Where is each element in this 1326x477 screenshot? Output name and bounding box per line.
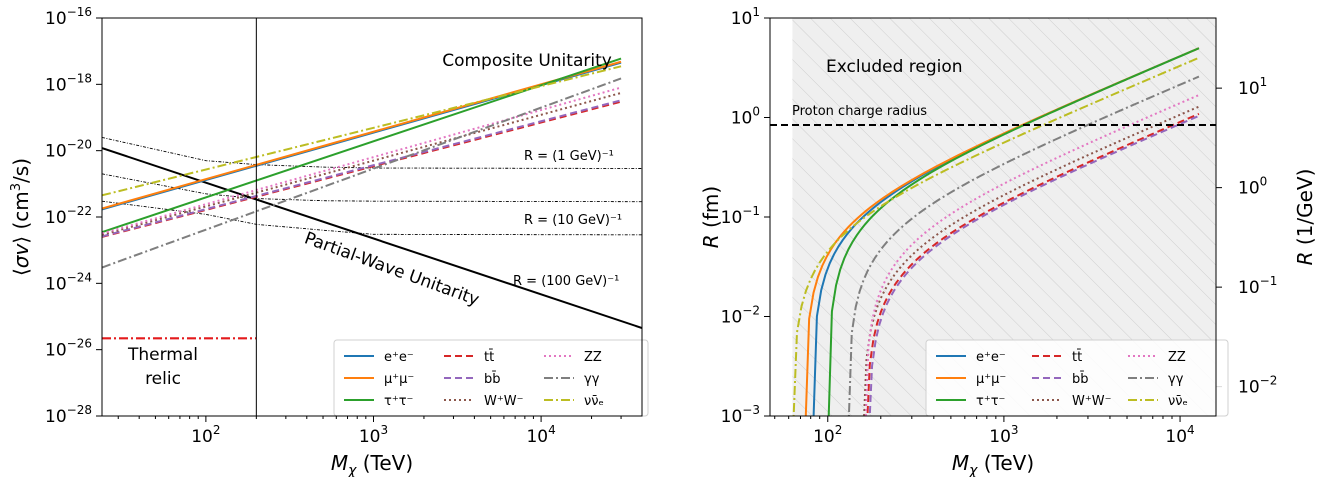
excluded-region-label: Excluded region xyxy=(826,57,963,77)
legend-label: ZZ xyxy=(584,350,602,365)
y2-axis-label: R (1/GeV) xyxy=(1293,169,1317,266)
legend-label: tt̄ xyxy=(484,350,494,365)
proton-radius-label: Proton charge radius xyxy=(792,104,927,119)
y-axis-label: ⟨σv⟩ (cm3/s) xyxy=(9,158,33,276)
radius-curve xyxy=(102,137,642,169)
composite-unitarity-label: Composite Unitarity xyxy=(442,51,612,71)
y-tick-label: 10−26 xyxy=(45,337,92,361)
y2-tick-label: 10−2 xyxy=(1238,374,1277,398)
y2-tick-label: 10−1 xyxy=(1238,274,1277,298)
x-tick-label: 103 xyxy=(359,423,388,447)
y2-tick-label: 101 xyxy=(1238,75,1267,99)
y-tick-label: 10−1 xyxy=(721,204,760,228)
y-tick-label: 10−22 xyxy=(45,204,92,228)
left-chart: 102 103 104 10−16 10−18 10−20 10−22 10−24 10−26 1… xyxy=(9,5,649,477)
plot-area xyxy=(102,18,642,416)
legend-label: τ⁺τ⁻ xyxy=(384,394,413,409)
series-line xyxy=(102,60,622,210)
series-line xyxy=(868,114,1200,416)
legend-label: μ⁺μ⁻ xyxy=(976,372,1006,387)
x-tick-label: 104 xyxy=(1165,423,1194,447)
series-line xyxy=(102,77,622,269)
legend-label: e⁺e⁻ xyxy=(976,350,1006,365)
legend-label: νν̄ₑ xyxy=(1168,394,1188,409)
y-tick-label: 10−20 xyxy=(45,138,92,162)
legend-label: W⁺W⁻ xyxy=(484,394,523,409)
x-tick-label: 102 xyxy=(813,423,842,447)
x-tick-label: 104 xyxy=(526,423,555,447)
right-chart: 102 103 104 101 100 10−1 10−2 10−3 101 100 10−1 10−… xyxy=(699,5,1317,477)
x-tick-label: 103 xyxy=(989,423,1018,447)
legend-label: e⁺e⁻ xyxy=(384,350,414,365)
radius-curve-label: R = (10 GeV)⁻¹ xyxy=(524,213,622,228)
series-line xyxy=(827,47,1200,416)
thermal-relic-label: relic xyxy=(145,369,181,389)
legend-label: bb̄ xyxy=(1072,372,1089,387)
y-tick-label: 10−18 xyxy=(45,71,92,95)
legend-label: μ⁺μ⁻ xyxy=(384,372,414,387)
legend-label: ZZ xyxy=(1168,350,1186,365)
y-tick-label: 10−28 xyxy=(45,403,92,427)
series-line xyxy=(792,56,1200,416)
x-axis-label: Mχ (TeV) xyxy=(331,451,413,477)
radius-curve-label: R = (1 GeV)⁻¹ xyxy=(524,149,614,164)
radius-curve xyxy=(102,173,642,203)
plot-frame xyxy=(101,17,643,417)
series-line xyxy=(863,105,1200,416)
radius-curve-label: R = (100 GeV)⁻¹ xyxy=(513,274,619,289)
legend-label: νν̄ₑ xyxy=(584,394,604,409)
y-tick-label: 10−24 xyxy=(45,270,92,294)
y-tick-label: 10−16 xyxy=(45,5,92,29)
y-tick-label: 100 xyxy=(731,105,760,129)
series-line xyxy=(847,75,1200,416)
thermal-relic-label: Thermal xyxy=(127,345,198,365)
partial-wave-label: Partial-Wave Unitarity xyxy=(302,228,482,310)
y-tick-label: 10−2 xyxy=(721,304,760,328)
legend-label: bb̄ xyxy=(484,372,501,387)
series-line xyxy=(866,112,1200,416)
x-tick-label: 102 xyxy=(191,423,220,447)
plot-area xyxy=(770,47,1216,416)
y2-tick-label: 100 xyxy=(1238,175,1267,199)
y-axis-label: R (fm) xyxy=(699,186,723,248)
legend-label: τ⁺τ⁻ xyxy=(976,394,1005,409)
radius-curve xyxy=(102,200,642,236)
y-tick-label: 10−3 xyxy=(721,403,760,427)
y-tick-label: 101 xyxy=(731,5,760,29)
legend-label: tt̄ xyxy=(1072,350,1082,365)
legend-label: γγ xyxy=(1168,372,1184,387)
series-line xyxy=(102,99,622,238)
series-line xyxy=(102,57,622,234)
legend-label: W⁺W⁻ xyxy=(1072,394,1111,409)
x-axis-label: Mχ (TeV) xyxy=(952,451,1034,477)
plot-frame xyxy=(769,17,1217,417)
legend-label: γγ xyxy=(584,372,600,387)
partial-wave-line xyxy=(102,147,642,329)
series-line xyxy=(102,65,622,197)
